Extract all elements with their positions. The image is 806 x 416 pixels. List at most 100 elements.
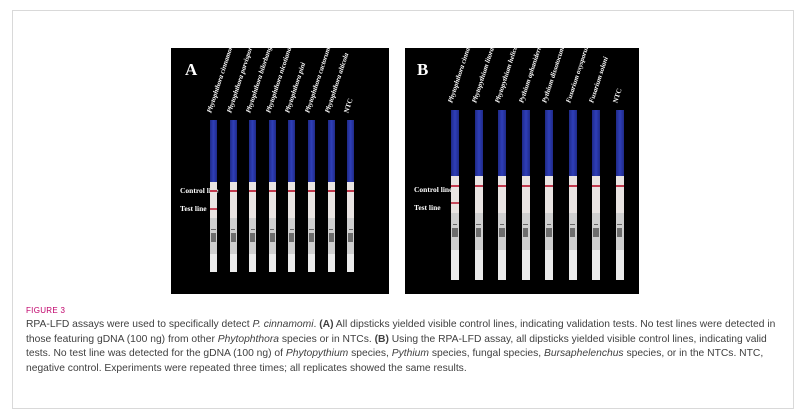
sample-pad — [498, 110, 506, 176]
figure-label: FIGURE 3 — [26, 306, 66, 315]
sample-pad — [308, 120, 315, 182]
strip-end — [474, 250, 483, 280]
flow-arrow — [617, 219, 622, 225]
panel-a-test-line-label: Test line — [180, 204, 207, 213]
caption-text: species, — [348, 348, 392, 359]
flow-arrow — [546, 219, 552, 225]
strip-print — [452, 228, 458, 237]
sample-pad — [592, 110, 600, 176]
sample-pad — [347, 120, 355, 182]
control-line-mark — [521, 185, 530, 187]
test-line-mark — [210, 208, 217, 210]
strip-end — [451, 250, 459, 280]
caption-text: species, or in the NTCs. NTC, negative c… — [26, 348, 764, 374]
strip-end — [545, 250, 553, 280]
strip-print — [211, 233, 216, 242]
dipstick — [545, 110, 553, 280]
caption-italic: Phytophthora — [217, 333, 280, 345]
panel-b-label: B — [417, 60, 429, 79]
strip-print — [269, 233, 275, 242]
membrane — [498, 176, 506, 213]
strip-end — [347, 254, 355, 272]
strip-end — [288, 254, 296, 272]
species-label: Fusarium solani — [587, 55, 610, 104]
strip-end — [210, 254, 217, 272]
flow-arrow — [348, 224, 353, 230]
dipstick — [521, 110, 530, 280]
membrane — [210, 182, 217, 218]
strip-print — [250, 233, 256, 242]
control-line-mark — [288, 190, 296, 192]
strip-print — [616, 228, 623, 237]
panel-b-photo: B Control line Test line Phytophthora ci… — [405, 48, 639, 294]
caption-italic: P. cinnamomi — [252, 319, 314, 330]
control-line-mark — [210, 190, 217, 192]
flow-arrow — [570, 219, 575, 225]
membrane — [615, 176, 624, 213]
caption-text: species or in NTCs. — [279, 333, 375, 345]
control-line-mark — [249, 190, 257, 192]
species-label: NTC — [610, 87, 624, 104]
panel-b-test-line-label: Test line — [414, 203, 441, 212]
strip-end — [249, 254, 257, 272]
control-line-mark — [615, 185, 624, 187]
membrane — [288, 182, 296, 218]
strip-end — [498, 250, 506, 280]
strip-print — [230, 233, 236, 242]
flow-arrow — [452, 219, 458, 225]
dipstick — [229, 120, 237, 272]
strip-print — [328, 233, 334, 242]
strip-end — [268, 254, 276, 272]
flow-arrow — [211, 224, 216, 230]
caption-panel-b-ref: (B) — [374, 333, 389, 345]
dipstick — [308, 120, 315, 272]
figure-caption: RPA-LFD assays were used to specifically… — [26, 318, 782, 376]
sample-pad — [545, 110, 553, 176]
panel-a-photo: A Control line Test line Phytophthora ci… — [171, 48, 389, 294]
control-line-mark — [592, 185, 600, 187]
sample-pad — [210, 120, 217, 182]
flow-arrow — [250, 224, 255, 230]
caption-panel-a-ref: (A) — [319, 319, 334, 330]
species-label: Fusarium oxysporum — [563, 48, 591, 104]
control-line-mark — [451, 185, 459, 187]
dipstick — [615, 110, 624, 280]
membrane — [451, 176, 459, 213]
dipstick — [568, 110, 577, 280]
membrane — [268, 182, 276, 218]
sample-pad — [268, 120, 276, 182]
dipstick — [498, 110, 506, 280]
strip-print — [348, 233, 354, 242]
strip-print — [546, 228, 552, 237]
strip-print — [522, 228, 529, 237]
membrane — [229, 182, 237, 218]
flow-arrow — [230, 224, 236, 230]
membrane — [308, 182, 315, 218]
membrane — [347, 182, 355, 218]
sample-pad — [615, 110, 624, 176]
flow-arrow — [593, 219, 599, 225]
caption-text: All dipsticks yielded visible control li… — [26, 319, 776, 345]
control-line-mark — [498, 185, 506, 187]
strip-end — [568, 250, 577, 280]
flow-arrow — [289, 224, 294, 230]
dipstick — [268, 120, 276, 272]
strip-end — [229, 254, 237, 272]
sample-pad — [327, 120, 335, 182]
sample-pad — [451, 110, 459, 176]
dipstick — [288, 120, 296, 272]
test-line-mark — [451, 202, 459, 204]
strip-end — [308, 254, 315, 272]
sample-pad — [521, 110, 530, 176]
control-line-mark — [568, 185, 577, 187]
control-line-mark — [327, 190, 335, 192]
membrane — [327, 182, 335, 218]
strip-end — [521, 250, 530, 280]
sample-pad — [474, 110, 483, 176]
panel-a-label: A — [185, 60, 198, 79]
membrane — [474, 176, 483, 213]
flow-arrow — [270, 224, 275, 230]
species-label: NTC — [342, 97, 355, 114]
caption-text: Using the RPA-LFD assay, all dipsticks y… — [26, 333, 767, 360]
flow-arrow — [328, 224, 334, 230]
